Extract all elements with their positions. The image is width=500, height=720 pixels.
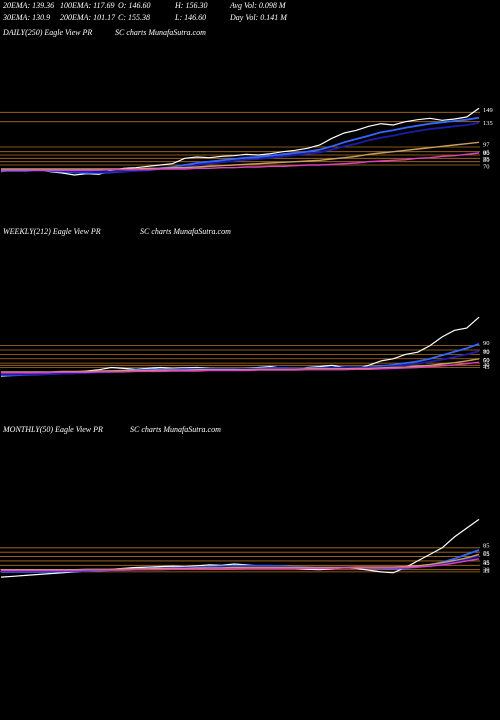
y-tick-label: 85 (483, 542, 490, 549)
header-stat: L: 146.60 (174, 13, 206, 22)
price-line (1, 553, 480, 571)
header-stat: 20EMA: 139.36 (3, 1, 54, 10)
price-line (1, 141, 480, 170)
price-line (0, 107, 480, 176)
panel-title: WEEKLY(212) Eagle View PR (3, 227, 101, 236)
y-tick-label: 80 (483, 157, 490, 164)
y-tick-label: 75 (483, 156, 490, 163)
y-tick-label: 45 (483, 364, 490, 371)
y-tick-label: 45 (483, 560, 490, 567)
header-stat: H: 156.30 (174, 1, 207, 10)
header-stat: C: 155.38 (118, 13, 150, 22)
y-tick-label: 40 (483, 362, 490, 369)
panel-title: MONTHLY(50) Eagle View PR (2, 425, 103, 434)
y-tick-label: 50 (483, 358, 490, 365)
header-stat: 30EMA: 130.9 (2, 13, 50, 22)
header-stat: 100EMA: 117.69 (60, 1, 115, 10)
y-tick-label: 97 (483, 141, 490, 148)
y-tick-label: 135 (483, 120, 493, 127)
y-tick-label: 70 (483, 163, 490, 170)
y-tick-label: 35 (483, 568, 490, 575)
price-line (1, 361, 480, 374)
y-tick-label: 30 (483, 566, 490, 573)
y-tick-label: 60 (483, 357, 490, 364)
y-tick-label: 70 (483, 349, 490, 356)
price-line (1, 116, 480, 174)
header-stat: O: 146.60 (118, 1, 150, 10)
y-tick-label: 75 (483, 551, 490, 558)
price-line (1, 558, 480, 572)
price-line (1, 122, 480, 174)
y-tick-label: 85 (483, 149, 490, 156)
y-tick-label: 65 (483, 551, 490, 558)
y-tick-label: 90 (483, 150, 490, 157)
panel-subtitle: SC charts MunafaSutra.com (140, 227, 231, 236)
panel-subtitle: SC charts MunafaSutra.com (115, 28, 206, 37)
price-line (1, 152, 480, 171)
y-tick-label: 55 (483, 559, 490, 566)
header-stat: Day Vol: 0.141 M (229, 13, 288, 22)
header-stat: 200EMA: 101.17 (60, 13, 116, 22)
panel-subtitle: SC charts MunafaSutra.com (130, 425, 221, 434)
header-stat: Avg Vol: 0.098 M (229, 1, 287, 10)
y-tick-label: 149 (483, 107, 493, 114)
y-tick-label: 80 (483, 348, 490, 355)
price-line (1, 358, 480, 373)
y-tick-label: 90 (483, 340, 490, 347)
panel-title: DAILY(250) Eagle View PR (2, 28, 92, 37)
